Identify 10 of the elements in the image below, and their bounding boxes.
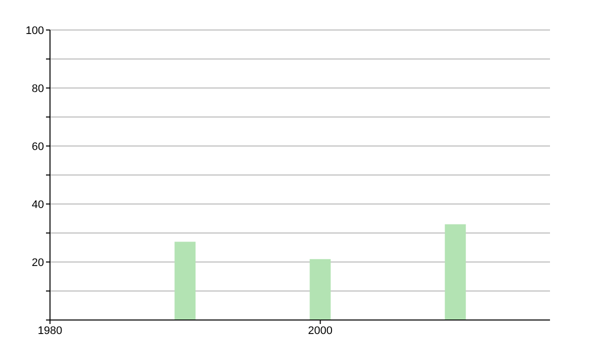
bar	[444, 224, 466, 320]
y-tick-label: 40	[32, 198, 44, 211]
y-tick-label: 20	[32, 256, 44, 269]
y-tick-label: 60	[32, 140, 44, 153]
bar	[310, 259, 331, 320]
x-tick-label: 2000	[308, 324, 333, 337]
bar	[174, 242, 196, 320]
y-tick-label: 80	[32, 82, 44, 95]
x-tick-label: 1980	[38, 324, 62, 337]
y-tick-label: 100	[26, 24, 44, 37]
